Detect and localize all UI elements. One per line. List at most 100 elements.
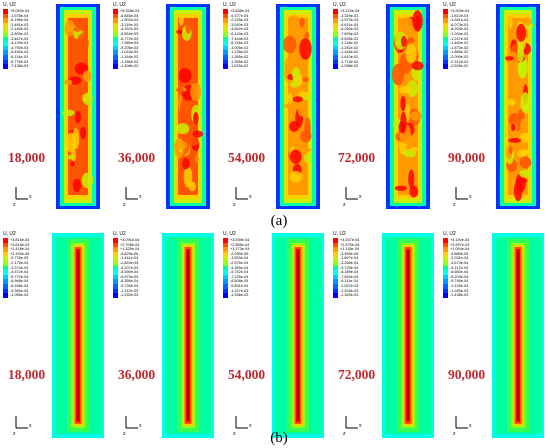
legend-value: -2.976e-04: [230, 260, 249, 265]
legend-value: -2.526e-02: [450, 64, 469, 69]
legend-value: -3.540e-03: [230, 22, 249, 27]
specimen-contour: [56, 4, 100, 209]
legend-swatch: [223, 288, 228, 294]
legend-row: -2.099e-02: [443, 54, 487, 60]
specimen-contour: [492, 233, 544, 438]
legend-value: -5.590e-04: [120, 270, 139, 275]
legend-swatch: [113, 274, 118, 280]
legend-swatch: [3, 13, 8, 19]
legend-swatch: [113, 288, 118, 294]
legend-swatch: [113, 45, 118, 51]
legend-row: -9.891e-04: [223, 283, 267, 289]
legend-value: -4.359e-04: [230, 265, 249, 270]
specimen-contour: [162, 233, 214, 438]
legend-row: -8.746e-03: [223, 41, 267, 46]
legend-swatch: [3, 18, 8, 23]
legend-value: -1.056e-03: [10, 293, 29, 298]
axis-x-label: x: [139, 423, 142, 429]
legend-swatch: [443, 238, 448, 243]
axis-z-label: z: [343, 431, 346, 436]
legend-row: -3.374e-04: [3, 265, 47, 271]
legend-swatch: [3, 9, 8, 14]
legend-swatch: [223, 18, 228, 23]
axis-triad-icon: xz: [453, 416, 472, 436]
legend-swatch: [333, 274, 338, 280]
legend-value: +3.209e-04: [450, 9, 470, 13]
legend-value: +1.054e-04: [450, 247, 470, 252]
legend-row: +1.054e-04: [443, 247, 487, 252]
legend-swatch: [443, 279, 448, 284]
legend-swatch: [443, 270, 448, 275]
color-legend: U, U2 +3.815e-04 +2.616e-04 +1.418e-04 +2.19…: [3, 231, 47, 298]
legend-swatch: [113, 251, 118, 257]
legend-value: -6.973e-04: [120, 274, 139, 279]
legend-value: -4.790e-03: [10, 45, 29, 50]
legend-swatch: [223, 50, 228, 55]
legend-row: -7.125e-04: [223, 274, 267, 280]
legend-swatch: [3, 59, 8, 65]
legend-value: -7.438e-03: [10, 64, 29, 69]
legend-swatch: [113, 265, 118, 271]
legend-title: U, U2: [3, 2, 16, 8]
legend-value: -4.129e-03: [10, 41, 29, 46]
legend-value: -6.846e-04: [120, 13, 139, 18]
legend-swatch: [3, 251, 8, 257]
legend-value: -1.164e-02: [120, 54, 139, 59]
legend-swatch: [333, 242, 338, 248]
legend-title: U, U2: [223, 231, 236, 237]
legend-swatch: [443, 251, 448, 257]
legend-row: -1.056e-03: [3, 293, 47, 298]
contour-frame-a-2: U, U2 +5.328e-04 -6.846e-04 -1.902e-03 -3.11…: [110, 0, 220, 213]
legend-row: -1.283e-03: [443, 288, 487, 294]
axis-z-label: z: [343, 202, 346, 207]
axis-z-label: z: [453, 202, 456, 207]
legend-swatch: [113, 36, 118, 42]
legend-title: U, U2: [443, 2, 456, 8]
legend-value: -1.265e-02: [230, 54, 249, 59]
legend-swatch: [223, 238, 228, 243]
legend-value: -1.118e-02: [340, 41, 359, 46]
loading-step-label: 36,000: [118, 367, 156, 382]
axis-x-label: x: [139, 194, 142, 200]
legend-swatch: [3, 45, 8, 51]
legend-value: -8.508e-04: [230, 279, 249, 284]
specimen-contour: [382, 233, 434, 438]
legend-value: -2.805e-03: [10, 31, 29, 36]
specimen-contour: [276, 4, 320, 209]
legend-value: -4.207e-04: [120, 265, 139, 270]
axis-triad-icon: xz: [453, 187, 472, 207]
legend-swatch: [443, 288, 448, 294]
legend-value: -1.042e-02: [120, 50, 139, 55]
legend-value: -8.746e-03: [230, 41, 249, 46]
legend-row: -1.902e-03: [113, 18, 157, 23]
legend-swatch: [333, 238, 338, 243]
legend-row: +2.616e-04: [3, 242, 47, 248]
legend-row: +1.325e-04: [113, 247, 157, 252]
contour-frame-b-1: U, U2 +3.815e-04 +2.616e-04 +1.418e-04 +2.19…: [0, 229, 110, 442]
legend-value: -5.554e-03: [120, 31, 139, 36]
legend-value: -1.438e-03: [450, 293, 469, 298]
legend-swatch: [333, 293, 338, 298]
legend-swatch: [443, 13, 448, 19]
axis-x-label: x: [249, 194, 252, 200]
legend-swatch: [113, 54, 118, 60]
legend-row: -1.408e-02: [113, 64, 157, 69]
legend-row: -1.265e-02: [223, 54, 267, 60]
legend-row: +2.576e-04: [333, 242, 377, 248]
legend-row: -5.829e-06: [113, 251, 157, 257]
legend-row: -7.893e-03: [333, 31, 377, 37]
legend-value: -1.057e-03: [340, 283, 359, 288]
legend-title: U, U2: [333, 231, 346, 237]
legend-row: -4.729e-04: [333, 265, 377, 271]
legend-value: -2.143e-03: [10, 27, 29, 32]
legend-value: -1.247e-02: [450, 36, 469, 41]
legend-swatch: [3, 260, 8, 266]
legend-value: +3.124e-04: [340, 9, 360, 13]
legend-value: -4.729e-04: [340, 265, 359, 270]
legend-row: -3.540e-03: [223, 22, 267, 28]
legend-value: -4.611e-03: [340, 22, 359, 27]
legend-swatch: [333, 279, 338, 284]
legend-swatch: [223, 247, 228, 252]
legend-swatch: [443, 36, 448, 42]
legend-row: +4.037e-04: [333, 238, 377, 243]
